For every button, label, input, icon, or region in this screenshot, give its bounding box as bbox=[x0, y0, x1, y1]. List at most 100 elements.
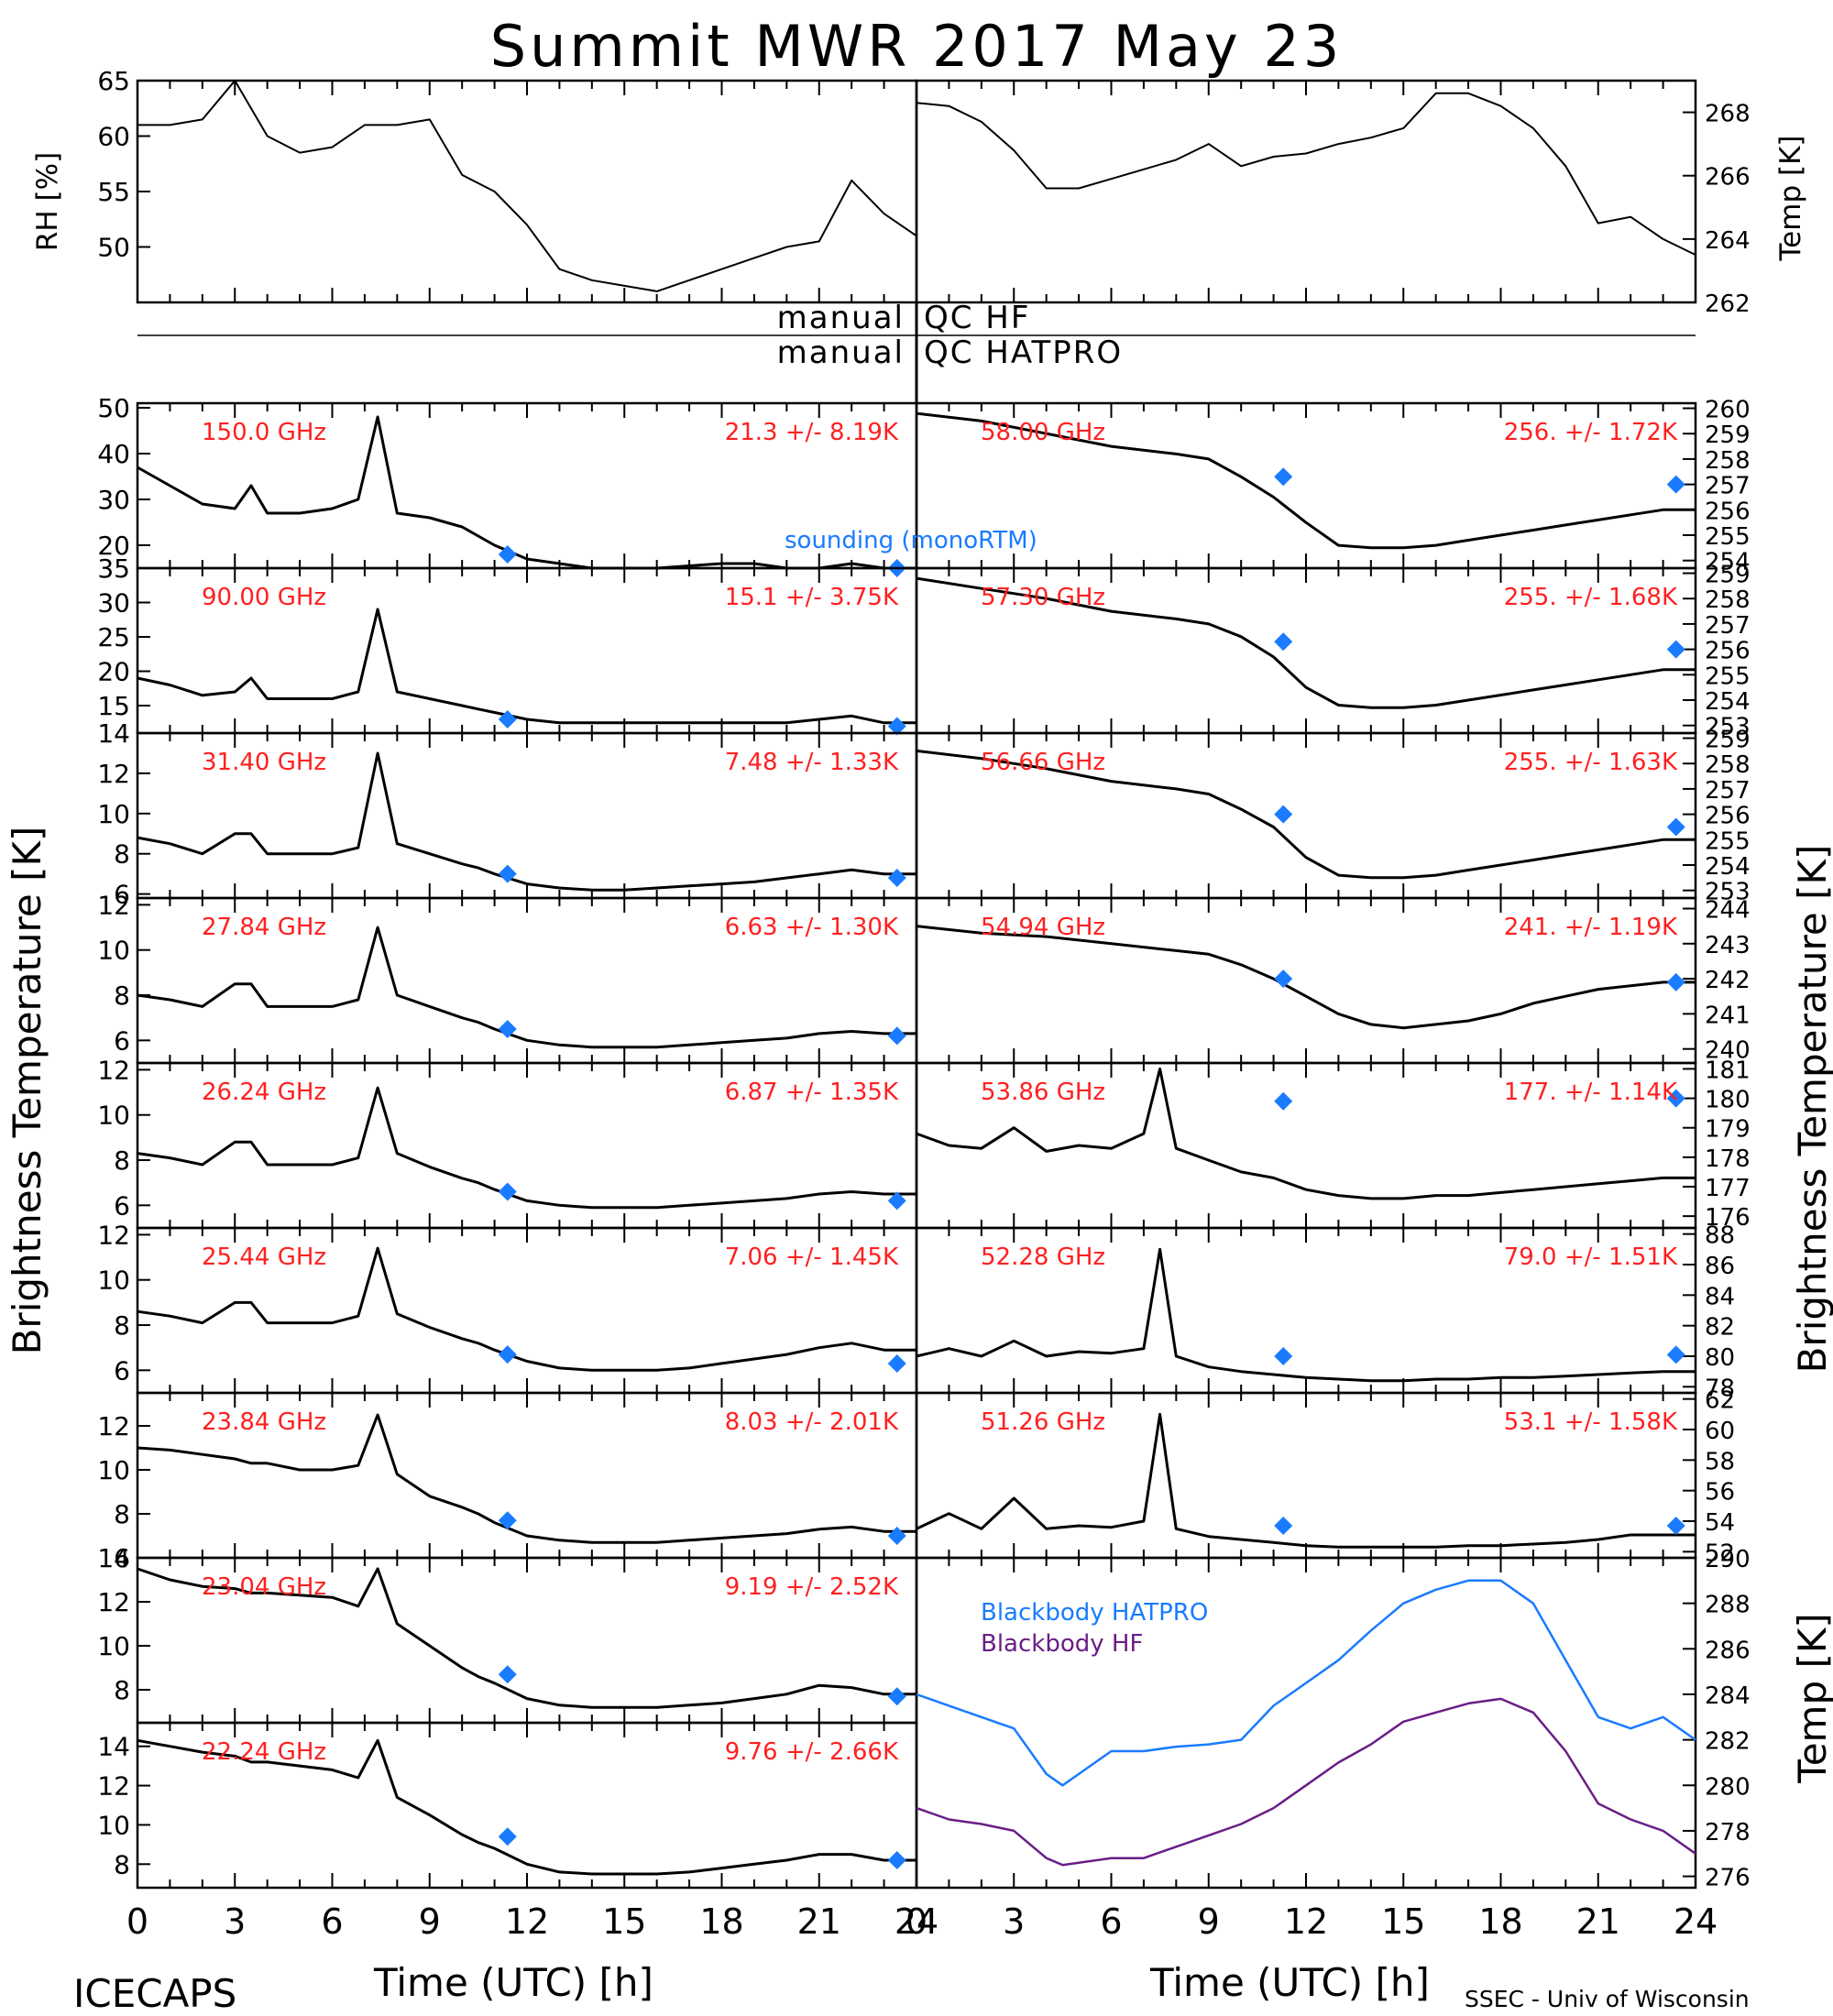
y-tick-label: 253 bbox=[1705, 714, 1751, 741]
y-tick-label: 256 bbox=[1705, 638, 1751, 665]
bb-temp-axis-label: Temp [K] bbox=[1790, 1613, 1833, 1784]
y-tick-label: 86 bbox=[1705, 1253, 1735, 1280]
sounding-marker bbox=[887, 1353, 906, 1373]
sounding-marker bbox=[1666, 1089, 1685, 1108]
y-tick-label: 243 bbox=[1705, 932, 1751, 959]
y-tick-label: 12 bbox=[97, 1771, 130, 1802]
y-tick-label: 290 bbox=[1705, 1546, 1751, 1573]
qc-hatpro-label: QC HATPRO bbox=[924, 334, 1123, 371]
stats-label: 7.48 +/- 1.33K bbox=[725, 749, 899, 776]
x-tick-label: 18 bbox=[1478, 1901, 1522, 1942]
series-line bbox=[137, 926, 916, 1049]
x-tick-label: 3 bbox=[1003, 1901, 1025, 1942]
stats-label: 255. +/- 1.63K bbox=[1504, 749, 1678, 776]
stats-label: 177. +/- 1.14K bbox=[1504, 1079, 1678, 1106]
y-tick-label: 253 bbox=[1705, 879, 1751, 906]
y-tick-label: 180 bbox=[1705, 1087, 1751, 1114]
x-tick-label: 18 bbox=[699, 1901, 743, 1942]
xlabel-left: Time (UTC) [h] bbox=[373, 1960, 653, 2005]
y-tick-label: 242 bbox=[1705, 967, 1751, 994]
qc-hf-label: QC HF bbox=[924, 300, 1030, 336]
sounding-marker bbox=[498, 1182, 517, 1201]
y-tick-label: 264 bbox=[1705, 227, 1751, 255]
y-tick-label: 176 bbox=[1705, 1204, 1751, 1232]
sounding-marker bbox=[887, 869, 906, 888]
frequency-label: 23.84 GHz bbox=[202, 1408, 326, 1436]
series-line bbox=[137, 80, 917, 292]
y-tick-label: 52 bbox=[1705, 1539, 1735, 1567]
stats-label: 6.63 +/- 1.30K bbox=[725, 914, 899, 941]
sounding-marker bbox=[887, 1191, 906, 1211]
xlabel-right: Time (UTC) [h] bbox=[1149, 1960, 1430, 2005]
legend-sounding: sounding (monoRTM) bbox=[785, 527, 1037, 554]
series-line bbox=[916, 576, 1696, 709]
y-tick-label: 30 bbox=[97, 485, 130, 515]
y-tick-label: 14 bbox=[97, 1543, 130, 1573]
y-tick-label: 266 bbox=[1705, 164, 1751, 192]
y-tick-label: 258 bbox=[1705, 586, 1751, 614]
sounding-marker bbox=[1274, 467, 1293, 487]
sounding-marker bbox=[1274, 805, 1293, 824]
y-tick-label: 30 bbox=[97, 588, 130, 619]
frequency-label: 54.94 GHz bbox=[981, 914, 1105, 941]
y-tick-label: 288 bbox=[1705, 1592, 1751, 1619]
y-tick-label: 258 bbox=[1705, 751, 1751, 779]
y-tick-label: 6 bbox=[114, 1355, 130, 1386]
y-tick-label: 80 bbox=[1705, 1344, 1735, 1372]
y-tick-label: 82 bbox=[1705, 1314, 1735, 1342]
y-tick-label: 10 bbox=[97, 1455, 130, 1485]
sounding-marker bbox=[1666, 475, 1685, 494]
sounding-marker bbox=[1274, 1347, 1293, 1365]
y-tick-label: 8 bbox=[114, 1145, 130, 1176]
stats-label: 9.19 +/- 2.52K bbox=[725, 1573, 899, 1601]
y-tick-label: 177 bbox=[1705, 1175, 1751, 1202]
y-tick-label: 255 bbox=[1705, 827, 1751, 855]
y-tick-label: 14 bbox=[97, 718, 130, 749]
stats-label: 7.06 +/- 1.45K bbox=[725, 1244, 899, 1271]
y-tick-label: 60 bbox=[97, 122, 130, 152]
sounding-marker bbox=[1274, 1517, 1293, 1535]
series-line bbox=[137, 1086, 916, 1210]
footer-left: ICECAPS bbox=[73, 1971, 236, 2016]
sounding-marker bbox=[1666, 1517, 1685, 1535]
y-tick-label: 10 bbox=[97, 936, 130, 966]
frequency-label: 58.00 GHz bbox=[981, 419, 1105, 446]
frequency-label: 31.40 GHz bbox=[202, 749, 326, 776]
y-tick-label: 268 bbox=[1705, 101, 1751, 128]
y-tick-label: 260 bbox=[1705, 397, 1751, 424]
legend-bb-hatpro: Blackbody HATPRO bbox=[981, 1599, 1208, 1627]
series-line bbox=[137, 1567, 916, 1709]
series-line bbox=[137, 1246, 916, 1372]
series-line bbox=[137, 608, 916, 725]
x-tick-label: 9 bbox=[419, 1901, 441, 1942]
x-tick-label: 15 bbox=[602, 1901, 646, 1942]
y-tick-label: 62 bbox=[1705, 1387, 1735, 1415]
x-tick-label: 6 bbox=[1100, 1901, 1122, 1942]
sounding-marker bbox=[498, 1345, 517, 1364]
chart-title: Summit MWR 2017 May 23 bbox=[490, 13, 1344, 80]
series-line bbox=[916, 925, 1696, 1030]
y-tick-label: 12 bbox=[97, 1220, 130, 1250]
y-tick-label: 10 bbox=[97, 799, 130, 829]
y-tick-label: 6 bbox=[114, 1190, 130, 1221]
y-tick-label: 254 bbox=[1705, 688, 1751, 716]
y-tick-label: 54 bbox=[1705, 1509, 1735, 1537]
panel-frame bbox=[915, 79, 1697, 304]
sounding-marker bbox=[498, 864, 517, 883]
stats-label: 241. +/- 1.19K bbox=[1504, 914, 1678, 941]
y-tick-label: 255 bbox=[1705, 663, 1751, 690]
y-tick-label: 20 bbox=[97, 531, 130, 561]
series-line bbox=[916, 1697, 1696, 1867]
y-tick-label: 40 bbox=[97, 439, 130, 469]
stats-label: 21.3 +/- 8.19K bbox=[725, 419, 899, 446]
series-line bbox=[916, 411, 1696, 550]
y-tick-label: 10 bbox=[97, 1265, 130, 1296]
stats-label: 9.76 +/- 2.66K bbox=[725, 1738, 899, 1766]
y-tick-label: 25 bbox=[97, 622, 130, 652]
series-line bbox=[137, 1738, 916, 1876]
y-tick-label: 254 bbox=[1705, 853, 1751, 881]
y-tick-label: 8 bbox=[114, 1310, 130, 1341]
y-tick-label: 50 bbox=[97, 393, 130, 423]
y-tick-label: 15 bbox=[97, 691, 130, 721]
